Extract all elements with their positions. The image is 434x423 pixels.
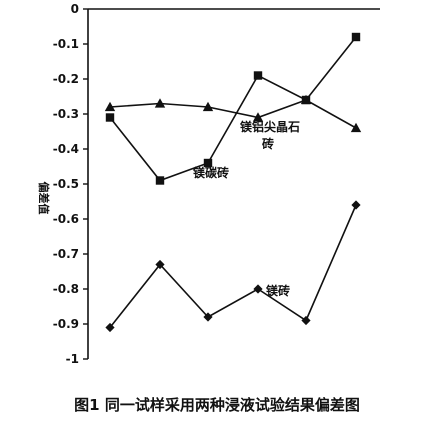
data-point-triangle	[350, 122, 362, 133]
series-diamond	[105, 200, 361, 333]
data-point-diamond	[301, 315, 311, 326]
series-line	[109, 204, 357, 328]
data-point-triangle	[252, 112, 264, 122]
annotation-text: 镁碳砖	[193, 165, 229, 180]
series-line	[109, 99, 357, 129]
data-point-square	[105, 113, 115, 122]
data-point-diamond	[155, 259, 165, 270]
axis-layer: 0 -0.1 -0.2 -0.3 -0.4 -0.5 -0.6 -0.7 -0.8 -0.9 -1 偏…	[37, 2, 380, 366]
data-point-square	[301, 95, 311, 105]
deviation-chart: 0 -0.1 -0.2 -0.3 -0.4 -0.5 -0.6 -0.7 -0.8 -0.9 -1 偏…	[37, 2, 380, 366]
series-line	[109, 36, 357, 182]
y-tick-label: -0.5	[53, 177, 79, 191]
y-tick-label: 0	[71, 2, 79, 16]
y-tick-label: -0.2	[53, 72, 79, 86]
data-point-triangle	[154, 98, 166, 108]
series-annotation: 镁碳砖	[193, 165, 229, 180]
series-layer	[104, 32, 362, 333]
y-tick-label: -0.6	[53, 212, 79, 226]
annotation-text: 镁铝尖晶石	[240, 119, 300, 134]
data-point-diamond	[351, 200, 361, 210]
y-tick-label: -0.8	[53, 282, 79, 296]
data-point-triangle	[104, 101, 116, 112]
y-tick-label: -0.3	[53, 107, 79, 121]
data-point-diamond	[203, 312, 213, 322]
y-tick-label: -0.7	[53, 247, 79, 261]
data-point-square	[351, 32, 361, 42]
data-point-triangle	[202, 101, 214, 112]
data-point-square	[253, 71, 263, 80]
series-square	[105, 32, 361, 185]
y-axis-title: 偏差值	[37, 182, 51, 215]
data-point-square	[203, 158, 213, 168]
data-point-diamond	[105, 322, 115, 333]
series-annotation: 镁砖	[266, 283, 290, 298]
annotation-text: 砖	[262, 136, 274, 151]
y-tick-label: -1	[66, 352, 79, 366]
y-tick-label: -0.1	[53, 37, 79, 51]
data-point-square	[155, 176, 165, 185]
annotation-text: 镁砖	[266, 283, 290, 298]
figure-caption: 图1 同一试样采用两种浸液试验结果偏差图	[74, 396, 360, 414]
y-tick-label: -0.9	[53, 317, 79, 331]
series-triangle	[104, 94, 362, 133]
y-tick-label: -0.4	[53, 142, 79, 156]
data-point-diamond	[253, 284, 263, 294]
